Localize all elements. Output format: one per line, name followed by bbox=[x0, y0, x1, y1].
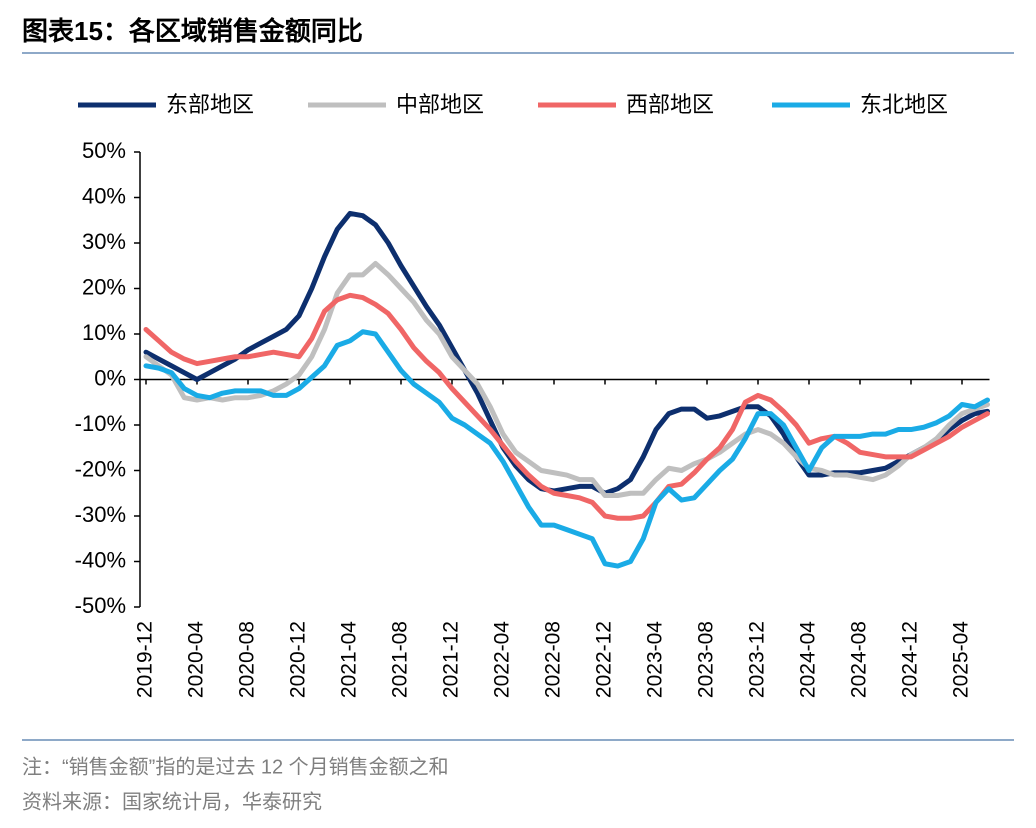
y-tick-label: -50% bbox=[75, 593, 126, 618]
x-tick-label: 2020-08 bbox=[236, 621, 259, 698]
note: 注：“销售金额”指的是过去 12 个月销售金额之和 bbox=[22, 755, 449, 778]
legend-label: 中部地区 bbox=[396, 92, 484, 117]
legend-label: 东北地区 bbox=[860, 92, 948, 117]
y-tick-label: -10% bbox=[75, 411, 126, 436]
y-tick-label: 10% bbox=[82, 320, 126, 345]
x-tick-label: 2019-12 bbox=[134, 621, 157, 698]
legend-label: 西部地区 bbox=[626, 92, 714, 117]
y-tick-label: -40% bbox=[75, 547, 126, 572]
y-tick-label: -20% bbox=[75, 456, 126, 481]
y-tick-label: 20% bbox=[82, 274, 126, 299]
legend-label: 东部地区 bbox=[166, 92, 254, 117]
x-tick-label: 2024-12 bbox=[899, 621, 922, 698]
x-tick-label: 2022-12 bbox=[593, 621, 616, 698]
x-tick-label: 2020-04 bbox=[185, 621, 208, 698]
x-tick-label: 2025-04 bbox=[950, 621, 973, 698]
y-tick-label: -30% bbox=[75, 502, 126, 527]
y-tick-label: 30% bbox=[82, 229, 126, 254]
x-tick-label: 2023-08 bbox=[695, 621, 718, 698]
line-2 bbox=[143, 292, 990, 521]
x-tick-label: 2024-08 bbox=[848, 621, 871, 698]
x-tick-label: 2022-08 bbox=[542, 621, 565, 698]
y-tick-label: 0% bbox=[94, 365, 126, 390]
x-tick-label: 2022-04 bbox=[491, 621, 514, 698]
y-tick-label: 40% bbox=[82, 183, 126, 208]
x-tick-label: 2021-04 bbox=[338, 621, 361, 698]
x-tick-label: 2024-04 bbox=[797, 621, 820, 698]
line-3 bbox=[143, 329, 990, 569]
y-tick-label: 50% bbox=[82, 138, 126, 163]
line-1 bbox=[143, 260, 990, 499]
x-tick-label: 2021-12 bbox=[440, 621, 463, 698]
x-tick-label: 2023-12 bbox=[746, 621, 769, 698]
source: 资料来源：国家统计局，华泰研究 bbox=[22, 790, 322, 813]
chart-title: 图表15：各区域销售金额同比 bbox=[22, 16, 363, 46]
x-tick-label: 2023-04 bbox=[644, 621, 667, 698]
x-tick-label: 2020-12 bbox=[287, 621, 310, 698]
x-tick-label: 2021-08 bbox=[389, 621, 412, 698]
